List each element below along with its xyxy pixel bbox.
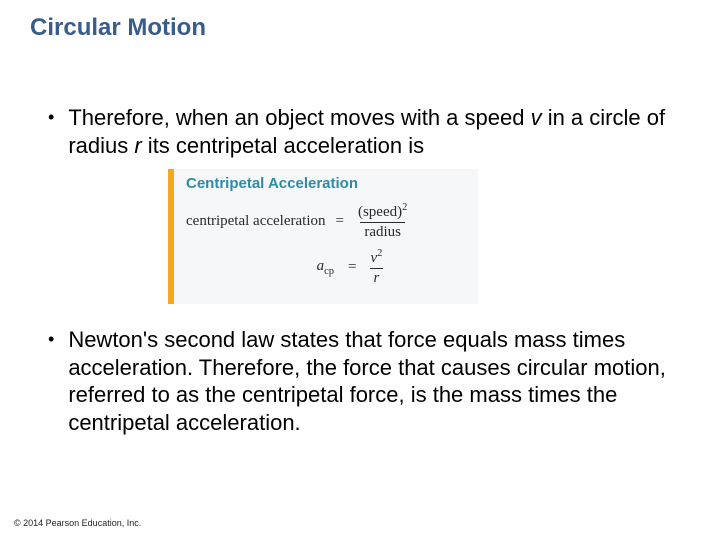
bullet-1-v: v	[531, 105, 542, 130]
row2-sub: cp	[324, 266, 334, 277]
formula-row1-fraction: (speed)2 radius	[354, 202, 411, 240]
formula-row2-denominator: r	[370, 268, 384, 287]
equals-icon: =	[326, 213, 354, 230]
slide-title: Circular Motion	[30, 14, 690, 42]
formula-block: Centripetal Acceleration centripetal acc…	[168, 169, 478, 304]
formula-row-2: acp = v2 r	[186, 248, 466, 286]
equals-icon: =	[338, 259, 366, 276]
formula-row1-numerator: (speed)2	[354, 202, 411, 222]
copyright-footer: © 2014 Pearson Education, Inc.	[14, 518, 141, 528]
slide: Circular Motion • Therefore, when an obj…	[0, 0, 720, 540]
row2-a: a	[317, 258, 325, 274]
formula-row1-denominator: radius	[360, 222, 405, 241]
content-area: • Therefore, when an object moves with a…	[30, 42, 690, 436]
formula-heading: Centripetal Acceleration	[186, 175, 466, 192]
bullet-dot-icon: •	[48, 326, 68, 353]
bullet-1-text: Therefore, when an object moves with a s…	[68, 104, 690, 159]
formula-row2-fraction: v2 r	[366, 248, 386, 286]
bullet-2-text: Newton's second law states that force eq…	[68, 326, 690, 436]
formula-row2-numerator: v2	[366, 248, 386, 268]
formula-row-1: centripetal acceleration = (speed)2 radi…	[186, 202, 466, 240]
bullet-1: • Therefore, when an object moves with a…	[48, 104, 690, 159]
formula-body: Centripetal Acceleration centripetal acc…	[174, 169, 478, 304]
bullet-1-r: r	[134, 133, 141, 158]
row2-num-exp: 2	[377, 248, 382, 259]
formula-row2-label: acp	[186, 258, 338, 277]
bullet-2: • Newton's second law states that force …	[48, 326, 690, 436]
row1-num-base: (speed)	[358, 204, 402, 220]
formula-row1-label: centripetal acceleration	[186, 213, 326, 230]
bullet-1-pre: Therefore, when an object moves with a s…	[68, 105, 530, 130]
bullet-dot-icon: •	[48, 104, 68, 131]
bullet-1-post: its centripetal acceleration is	[142, 133, 424, 158]
row1-num-exp: 2	[402, 202, 407, 213]
